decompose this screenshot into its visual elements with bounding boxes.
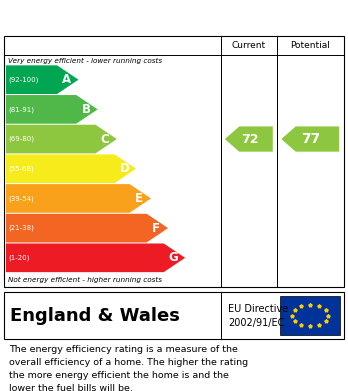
Text: F: F — [152, 222, 160, 235]
Bar — [280, 296, 340, 335]
Text: (69-80): (69-80) — [9, 136, 35, 142]
Text: C: C — [101, 133, 110, 145]
Text: (81-91): (81-91) — [9, 106, 35, 113]
Text: (21-38): (21-38) — [9, 225, 34, 231]
Text: Very energy efficient - lower running costs: Very energy efficient - lower running co… — [8, 57, 162, 64]
Text: G: G — [168, 251, 178, 264]
Text: (39-54): (39-54) — [9, 195, 34, 202]
Text: (92-100): (92-100) — [9, 76, 39, 83]
Text: Energy Efficiency Rating: Energy Efficiency Rating — [9, 9, 230, 24]
Polygon shape — [6, 65, 78, 94]
Text: B: B — [81, 103, 90, 116]
Text: (55-68): (55-68) — [9, 165, 34, 172]
Polygon shape — [6, 244, 185, 272]
Text: Not energy efficient - higher running costs: Not energy efficient - higher running co… — [8, 277, 162, 283]
Text: A: A — [62, 73, 71, 86]
Text: 72: 72 — [241, 133, 258, 145]
Text: D: D — [119, 162, 129, 175]
Polygon shape — [282, 126, 339, 152]
Text: (1-20): (1-20) — [9, 255, 30, 261]
Polygon shape — [6, 125, 117, 153]
Polygon shape — [6, 214, 168, 242]
Text: Potential: Potential — [290, 41, 330, 50]
Text: England & Wales: England & Wales — [10, 307, 180, 325]
Text: 77: 77 — [301, 132, 321, 146]
Polygon shape — [6, 154, 136, 183]
Polygon shape — [225, 126, 273, 152]
Text: Current: Current — [232, 41, 266, 50]
Polygon shape — [6, 95, 98, 124]
Polygon shape — [6, 184, 151, 213]
Text: E: E — [135, 192, 143, 205]
Text: The energy efficiency rating is a measure of the
overall efficiency of a home. T: The energy efficiency rating is a measur… — [9, 345, 248, 391]
Text: EU Directive
2002/91/EC: EU Directive 2002/91/EC — [228, 303, 288, 328]
